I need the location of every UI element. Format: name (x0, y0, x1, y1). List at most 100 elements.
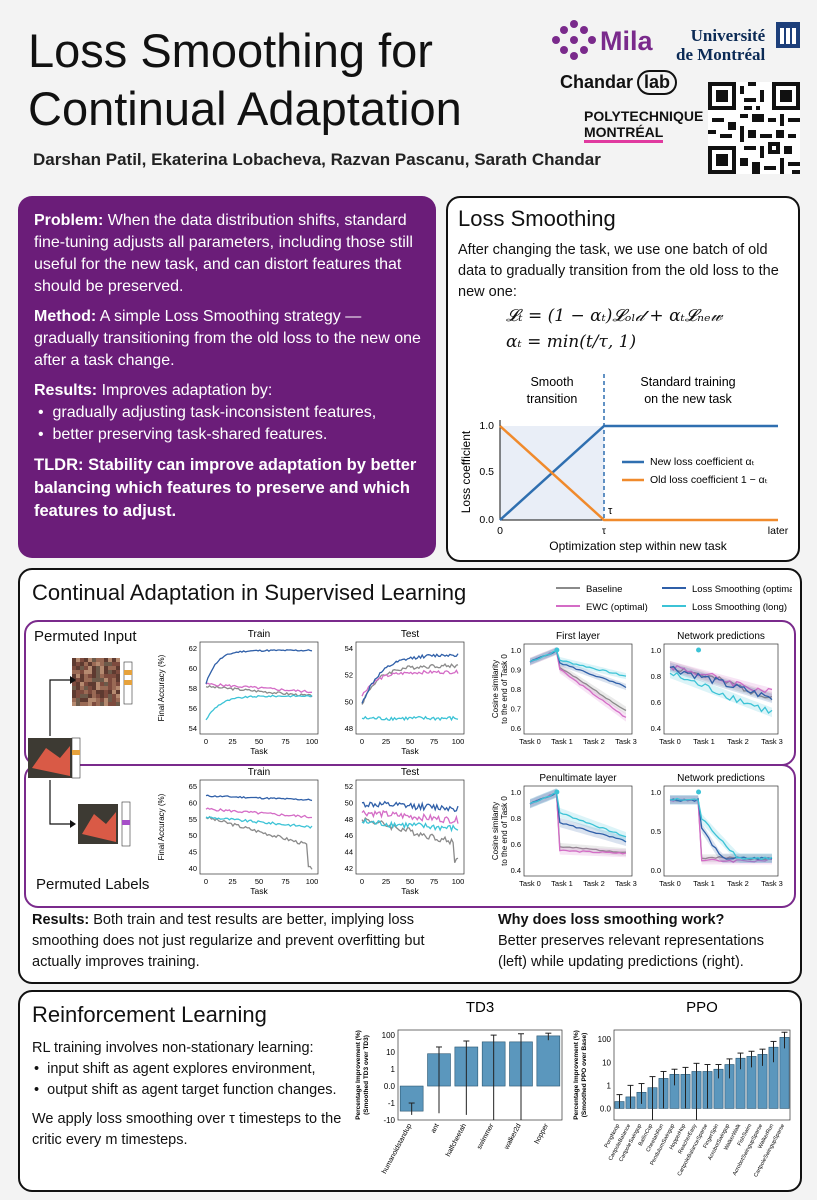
noise-pixel (116, 694, 120, 698)
noise-pixel (112, 682, 116, 686)
noise-pixel (92, 690, 96, 694)
ls-long-band (530, 647, 626, 680)
x-tick-ant: ant (430, 1123, 441, 1135)
chart-title: First layer (556, 631, 601, 642)
udem-line-2: de Montréal (676, 45, 766, 64)
y-tick-label: 44 (345, 848, 353, 857)
noise-pixel (84, 674, 88, 678)
noise-pixel (108, 698, 112, 702)
y-tick-label: 40 (189, 864, 197, 873)
noise-pixel (108, 670, 112, 674)
noise-pixel (80, 674, 84, 678)
noise-pixel (104, 670, 108, 674)
y-tick-label: 55 (189, 815, 197, 824)
noise-pixel (88, 694, 92, 698)
title-line-1: Loss Smoothing for (28, 24, 433, 77)
supervised-legend: Baseline Loss Smoothing (optimal) EWC (o… (556, 584, 792, 613)
noise-pixel (84, 694, 88, 698)
y-tick-label: 65 (189, 782, 197, 791)
noise-pixel (88, 678, 92, 682)
bullet-1-text: gradually adjusting task-inconsistent fe… (52, 404, 377, 421)
noise-pixel (104, 702, 108, 706)
rl-y-label-2: (Smoothed TD3 over TD3) (363, 1035, 370, 1115)
baseline-line (361, 817, 459, 863)
poster-title: Loss Smoothing for Continual Adaptation (28, 22, 462, 138)
ls-opt-line (669, 665, 773, 701)
supervised-card: Continual Adaptation in Supervised Learn… (18, 568, 802, 984)
ls-long-line (529, 791, 627, 838)
results-label: Results: (34, 382, 98, 399)
chart-title: Test (401, 767, 420, 778)
loss-smoothing-card: Loss Smoothing After changing the task, … (446, 196, 800, 562)
ewc-line (205, 807, 312, 819)
noise-pixel (76, 666, 80, 670)
x-tick-label: Task 3 (761, 737, 783, 746)
noise-pixel (112, 694, 116, 698)
noise-pixel (100, 690, 104, 694)
noise-pixel (112, 662, 116, 666)
x-tick-swimmer: swimmer (476, 1122, 496, 1151)
qr-code-icon[interactable] (708, 82, 800, 174)
label-vector (71, 737, 81, 779)
noise-pixel (100, 698, 104, 702)
problem-text: When the data distribution shifts, stand… (34, 212, 413, 295)
noise-pixel (88, 690, 92, 694)
noise-pixel (100, 686, 104, 690)
ewc-line (205, 682, 312, 694)
supervised-results-label: Results: (32, 912, 90, 928)
noise-pixel (112, 690, 116, 694)
noise-pixel (84, 662, 88, 666)
x-axis-label: Task (250, 746, 268, 756)
task-switch-marker (554, 647, 560, 653)
noise-pixel (108, 678, 112, 682)
y-tick-label: 50 (345, 697, 353, 706)
y-tick-label: 52 (345, 671, 353, 680)
noise-pixel (72, 670, 76, 674)
noise-pixel (88, 674, 92, 678)
x-tick-label: Task 1 (551, 879, 573, 888)
chart-title: Train (248, 629, 270, 640)
noise-pixel (80, 666, 84, 670)
ewc-band (530, 789, 626, 858)
rl-y-tick-label: 1 (391, 1065, 396, 1074)
noise-pixel (104, 694, 108, 698)
x-tick-label: Task 2 (727, 737, 749, 746)
noise-pixel (108, 666, 112, 670)
rl-y-tick-label: -1 (388, 1099, 396, 1108)
noise-pixel (88, 658, 92, 662)
noise-pixel (116, 686, 120, 690)
noise-pixel (92, 694, 96, 698)
noise-pixel (80, 698, 84, 702)
noise-pixel (96, 666, 100, 670)
x-tick-label: Task 3 (615, 737, 637, 746)
noise-pixel (80, 690, 84, 694)
noise-pixel (104, 674, 108, 678)
noise-pixel (72, 662, 76, 666)
ls-long-line (361, 818, 459, 833)
rl-y-tick-label: 100 (598, 1035, 612, 1044)
x-tick-label: Task 0 (659, 879, 681, 888)
rl-card: Reinforcement Learning RL training invol… (18, 990, 802, 1192)
y-tick-label: 58 (189, 684, 197, 693)
ls-long-line (529, 650, 627, 677)
input-output-vector-1 (123, 661, 133, 705)
y-tick-label: 45 (189, 848, 197, 857)
udem-line-1: Université (690, 26, 766, 45)
y-tick-label: 0.8 (511, 814, 521, 823)
noise-pixel (96, 682, 100, 686)
ls-long-line (205, 694, 313, 721)
arrow-to-permuted-labels (49, 780, 70, 825)
noise-pixel (112, 670, 116, 674)
noise-pixel (112, 678, 116, 682)
noise-pixel (76, 690, 80, 694)
rl-y-tick-label: 0.0 (600, 1104, 612, 1113)
baseline-band (530, 647, 626, 715)
rl-bullet-1: • input shift as agent explores environm… (34, 1061, 316, 1077)
noise-pixel (112, 674, 116, 678)
y-tick-label: 62 (189, 644, 197, 653)
ls-ytick-0: 0.0 (479, 514, 494, 526)
noise-pixel (88, 666, 92, 670)
noise-pixel (88, 662, 92, 666)
problem-label: Problem: (34, 212, 104, 229)
noise-pixel (84, 678, 88, 682)
